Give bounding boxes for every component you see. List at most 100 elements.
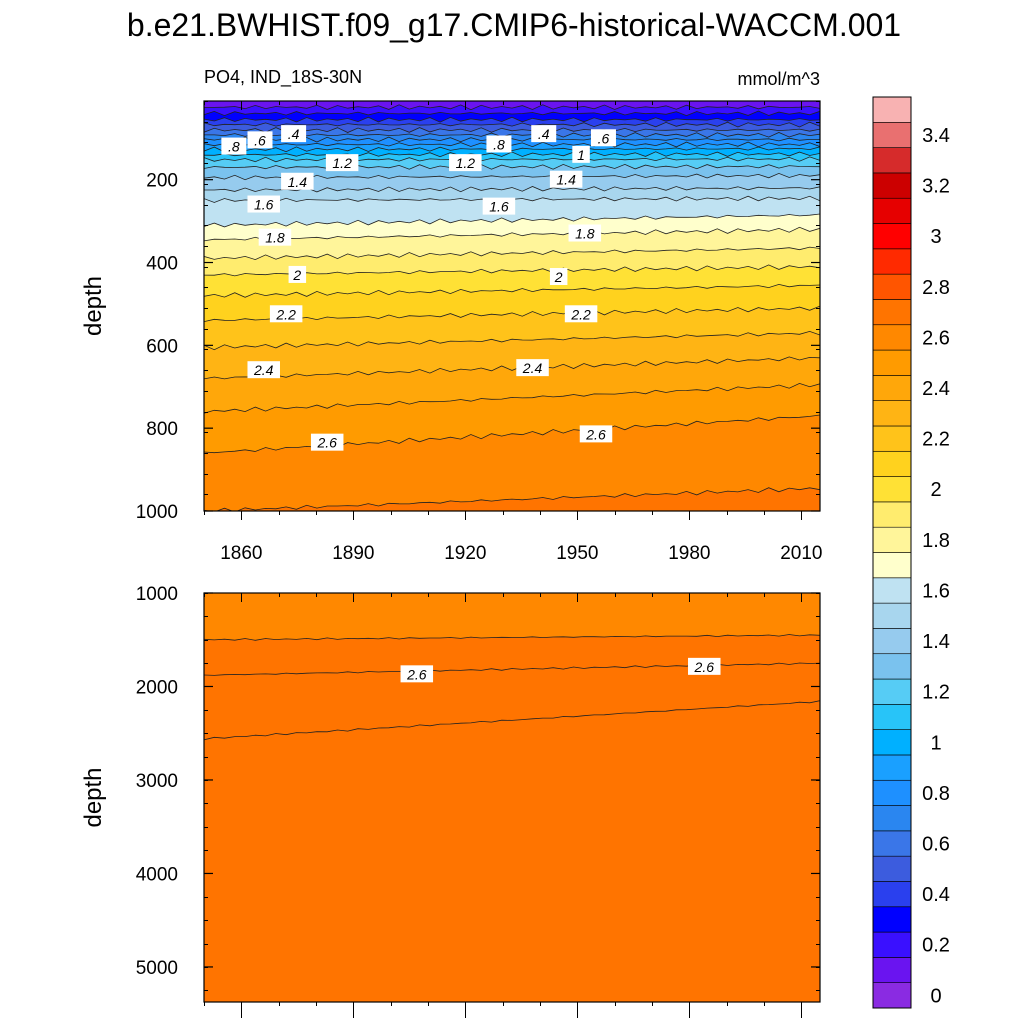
contour-line [204,246,820,261]
colorbar-swatch [872,855,912,882]
contour-label: 2 [288,265,307,283]
contour-label: 2.4 [516,359,549,377]
contour-label-text: .8 [493,136,505,152]
contour-label: 1 [572,145,590,163]
colorbar-tick-label: 3 [930,226,941,248]
colorbar-swatch [872,754,912,781]
y-tick-label: 1000 [136,584,178,605]
colorbar-swatch [872,678,912,705]
contour-line [204,127,820,133]
upper-panel: .8.6.41.21.41.61.822.22.42.61.2.8.41.61.… [80,100,822,564]
left-subtitle: PO4, IND_18S-30N [204,67,362,88]
contour-label-text: 1.2 [332,155,352,171]
colorbar-swatch [872,906,912,933]
y-tick-label: 3000 [136,771,178,792]
contour-label-text: 1.8 [575,226,595,242]
contour-label-text: .6 [254,132,266,148]
contour-label-text: 2.4 [522,360,543,376]
colorbar-tick-label: 0 [930,985,941,1007]
colorbar-swatch [872,223,912,250]
colorbar-swatch [872,450,912,477]
lower-panel: 2.6 2.6 1000 2000 3000 4000 5000 depth [80,584,821,1018]
contour-label-text: 1.6 [254,197,274,213]
contour-label-text: 2.2 [275,306,296,322]
contour-label: .6 [590,129,616,147]
colorbar-tick-label: 2 [930,479,941,501]
contour-label: 2.6 [579,425,613,443]
contour-line [204,132,820,138]
colorbar-swatch [872,501,912,528]
y-tick-label: 5000 [136,958,178,979]
x-tick-label: 1860 [220,543,262,564]
colorbar-swatch [872,628,912,655]
colorbar-tick-label: 2.2 [922,429,950,451]
colorbar-swatch [872,957,912,983]
contour-label-text: 2 [292,267,301,283]
contour-label-text: .8 [228,139,240,155]
y-axis-label: depth [80,767,107,827]
contour-label: 1.8 [568,224,602,242]
colorbar-swatch [872,602,912,629]
contour-label: .8 [486,135,512,153]
contour-label: .4 [531,125,557,143]
contour-line [204,634,820,641]
contour-label-text: 2.4 [253,362,274,378]
contour-line [204,110,820,117]
colorbar-swatch [872,982,912,1009]
colorbar-tick-label: 1.2 [922,682,950,704]
units-label: mmol/m^3 [738,69,820,89]
colorbar-swatch [872,248,912,275]
contour-label: .4 [281,125,307,143]
colorbar-tick-label: 1.4 [922,631,950,653]
colorbar-tick-label: 0.6 [922,834,950,856]
colorbar-swatch [872,881,912,908]
contour-label-text: .4 [288,126,300,142]
colorbar-swatch [872,779,912,806]
colorbar-swatch [872,931,912,958]
contour-label-text: 2.6 [406,666,427,682]
y-tick-label: 600 [146,336,178,357]
colorbar-swatch [872,704,912,730]
contour-label: 1.2 [325,154,359,172]
colorbar-swatch [872,653,912,680]
contour-label-text: 1.4 [556,172,576,188]
y-tick-label: 2000 [136,677,178,698]
colorbar-tick-label: 2.4 [922,378,950,400]
contour-line [204,382,820,414]
colorbar-tick-label: 3.4 [922,125,950,147]
contour-line [204,305,820,322]
contour-line [204,121,820,128]
contour-label-text: 1.4 [288,174,308,190]
colorbar-tick-label: 2.8 [922,277,950,299]
colorbar-swatch [872,96,912,123]
x-tick-label: 1920 [444,543,486,564]
contour-line [204,136,820,143]
colorbar-swatch [872,400,912,427]
contour-line [204,264,820,277]
contour-label-text: .4 [538,126,550,142]
colorbar-swatch [872,805,912,832]
colorbar-tick-label: 0.8 [922,783,950,805]
contour-label: 2.2 [269,305,303,323]
colorbar-swatch [872,299,912,326]
colorbar-tick-label: 3.2 [922,176,950,198]
contour-label-text: .6 [598,130,610,146]
contour-label-text: 1 [577,147,585,163]
contour-label: 1.4 [281,172,314,190]
contour-label: 2.6 [310,433,344,451]
chart-title: b.e21.BWHIST.f09_g17.CMIP6-historical-WA… [127,7,901,43]
contour-label: 2.4 [247,361,280,379]
contour-fill-band [204,415,820,511]
contour-label: 2.2 [564,305,598,323]
contour-label: 1.4 [549,170,583,188]
contour-line [204,156,820,163]
contour-label: 1.2 [449,154,482,172]
contour-line [204,213,820,228]
plot-frame [203,592,821,1003]
contour-label-text: 2.6 [316,435,337,451]
contour-label: 1.6 [482,197,516,215]
contour-line [204,141,820,148]
colorbar-swatch [872,552,912,579]
contour-line [204,104,820,111]
x-tick-label: 2010 [780,543,822,564]
